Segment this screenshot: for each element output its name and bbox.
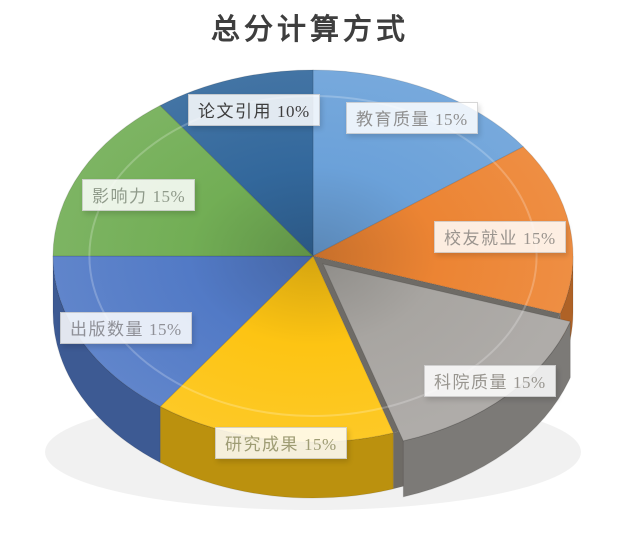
chart-title: 总分计算方式 (210, 14, 409, 46)
slice-label-name: 研究成果 (225, 435, 299, 454)
slice-label-paper-citations: 论文引用 10% (188, 94, 320, 126)
slice-label-education-quality: 教育质量 15% (346, 102, 478, 134)
slice-label-name: 科院质量 (434, 373, 508, 392)
slice-label-name: 教育质量 (356, 110, 430, 129)
slice-label-name: 论文引用 (198, 102, 272, 121)
slice-label-value: 15% (149, 320, 182, 339)
slice-label-value: 15% (513, 373, 546, 392)
slice-label-name: 影响力 (92, 187, 148, 206)
slice-label-alumni-employment: 校友就业 15% (434, 221, 566, 253)
slice-label-faculty-quality: 科院质量 15% (424, 365, 556, 397)
slice-label-research-output: 研究成果 15% (215, 427, 347, 459)
slice-label-value: 15% (523, 229, 556, 248)
slice-label-value: 15% (152, 187, 186, 206)
slice-label-influence: 影响力 15% (82, 179, 196, 211)
slice-label-value: 15% (435, 110, 468, 129)
slice-label-value: 10% (277, 102, 310, 121)
slice-label-name: 校友就业 (444, 229, 518, 248)
slice-label-name: 出版数量 (70, 320, 144, 339)
slice-label-value: 15% (304, 435, 337, 454)
slice-label-publication-count: 出版数量 15% (60, 312, 192, 344)
